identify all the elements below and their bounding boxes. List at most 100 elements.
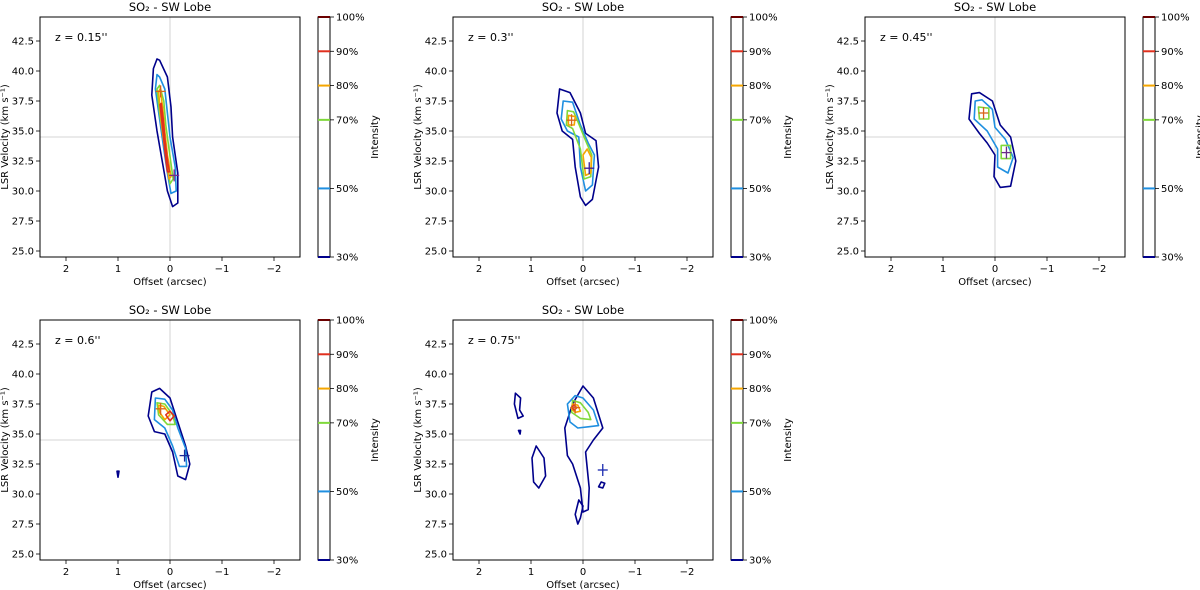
- contour-group: [968, 91, 1017, 189]
- subplot-3: 2 1 0 −1 −2 25.0 27.5 30.0 32.5 35.0 37.5 40.0 42.5 S…: [825, 0, 1200, 288]
- colorbar-frame: [730, 319, 744, 561]
- contour-30-1: [147, 387, 191, 481]
- chart-title: SO₂ - SW Lobe: [129, 303, 211, 317]
- subplot-1: 2 1 0 −1 −2 25.0 27.5 30.0 32.5 35.0 37.5 40.0 42.5 S…: [0, 0, 381, 288]
- x-axis-label: Offset (arcsec): [546, 580, 620, 590]
- colorbar-tick-label: 70%: [336, 418, 358, 429]
- y-axis-label: LSR Velocity (km s⁻¹): [825, 84, 836, 190]
- contour-30-2: [574, 499, 584, 525]
- colorbar-tick-label: 70%: [1161, 115, 1183, 126]
- y-tick-label: 27.5: [837, 217, 859, 228]
- colorbar-tick-label: 30%: [749, 253, 771, 264]
- y-tick-label: 30.0: [12, 490, 34, 501]
- y-tick-label: 37.5: [12, 97, 34, 108]
- colorbar-tick-label: 80%: [749, 384, 771, 395]
- colorbar-tick-label: 30%: [336, 253, 358, 264]
- y-tick-label: 25.0: [425, 550, 447, 561]
- x-tick-label: −1: [215, 567, 230, 578]
- colorbar: 30% 50% 70% 80% 90% 100% Intensity: [317, 316, 381, 567]
- y-tick-label: 30.0: [12, 187, 34, 198]
- contour-30-1: [556, 88, 600, 207]
- contour-30-1: [563, 385, 604, 513]
- y-tick-label: 37.5: [837, 97, 859, 108]
- y-tick-label: 32.5: [12, 460, 34, 471]
- colorbar-frame: [317, 16, 331, 258]
- contour-70-3: [565, 109, 593, 180]
- colorbar-tick-label: 90%: [749, 47, 771, 58]
- x-axis-label: Offset (arcsec): [546, 277, 620, 288]
- peak-marker-2: [179, 449, 190, 462]
- y-tick-label: 42.5: [12, 37, 34, 48]
- colorbar-tick-label: 90%: [336, 47, 358, 58]
- colorbar-label: Intensity: [370, 115, 381, 159]
- contour-50-7: [566, 394, 600, 429]
- contour-50-3: [153, 397, 188, 468]
- colorbar-frame: [730, 16, 744, 258]
- peak-marker-1: [155, 402, 166, 415]
- colorbar-tick-label: 100%: [1161, 13, 1190, 24]
- x-tick-label: −1: [215, 264, 230, 275]
- peak-marker-2: [584, 162, 595, 175]
- x-tick-label: 2: [888, 264, 894, 275]
- colorbar: 30% 50% 70% 80% 90% 100% Intensity: [317, 13, 381, 264]
- peak-marker-2: [169, 169, 180, 182]
- colorbar-tick-label: 30%: [1161, 253, 1183, 264]
- contour-30-4: [517, 429, 522, 435]
- colorbar-frame: [317, 319, 331, 561]
- colorbar-tick-label: 50%: [336, 184, 358, 195]
- contour-30-3: [513, 392, 525, 420]
- x-tick-label: 2: [476, 567, 482, 578]
- contour-30-6: [597, 481, 606, 489]
- z-annotation: z = 0.45'': [880, 31, 933, 44]
- contour-30-5: [531, 445, 547, 489]
- y-tick-label: 40.0: [12, 67, 34, 78]
- peak-marker-1: [978, 107, 989, 119]
- y-tick-label: 40.0: [425, 370, 447, 381]
- colorbar-tick-label: 50%: [336, 487, 358, 498]
- colorbar-tick-label: 90%: [749, 350, 771, 361]
- x-tick-label: −1: [628, 264, 643, 275]
- z-annotation: z = 0.75'': [468, 334, 521, 347]
- y-tick-label: 42.5: [425, 340, 447, 351]
- y-tick-label: 32.5: [425, 460, 447, 471]
- y-tick-label: 37.5: [12, 400, 34, 411]
- contour-70-4: [156, 401, 176, 426]
- y-axis-label: LSR Velocity (km s⁻¹): [413, 84, 424, 190]
- colorbar-tick-label: 100%: [336, 316, 365, 327]
- colorbar-tick-label: 90%: [336, 350, 358, 361]
- y-tick-label: 40.0: [837, 67, 859, 78]
- colorbar-tick-label: 80%: [336, 81, 358, 92]
- chart-title: SO₂ - SW Lobe: [542, 303, 624, 317]
- colorbar-tick-label: 30%: [336, 556, 358, 567]
- colorbar-label: Intensity: [370, 418, 381, 462]
- y-tick-label: 30.0: [837, 187, 859, 198]
- colorbar-tick-label: 30%: [749, 556, 771, 567]
- x-tick-label: −2: [267, 264, 282, 275]
- x-tick-label: 0: [167, 567, 173, 578]
- y-tick-label: 32.5: [12, 157, 34, 168]
- y-tick-label: 35.0: [12, 430, 34, 441]
- contour-30-2: [116, 470, 120, 479]
- y-tick-label: 37.5: [425, 97, 447, 108]
- contour-90-5: [159, 102, 171, 173]
- x-tick-label: 0: [167, 264, 173, 275]
- y-axis-label: LSR Velocity (km s⁻¹): [413, 387, 424, 493]
- contour-group: [151, 58, 179, 208]
- y-tick-label: 42.5: [12, 340, 34, 351]
- colorbar-tick-label: 80%: [749, 81, 771, 92]
- colorbar-tick-label: 70%: [336, 115, 358, 126]
- y-axis-label: LSR Velocity (km s⁻¹): [0, 387, 11, 493]
- peak-marker-1: [566, 114, 577, 127]
- x-tick-label: 1: [528, 264, 534, 275]
- y-tick-label: 27.5: [425, 217, 447, 228]
- x-axis-label: Offset (arcsec): [133, 580, 207, 590]
- colorbar-tick-label: 100%: [336, 13, 365, 24]
- x-tick-label: −1: [628, 567, 643, 578]
- colorbar-tick-label: 80%: [336, 384, 358, 395]
- chart-title: SO₂ - SW Lobe: [129, 0, 211, 14]
- colorbar-tick-label: 50%: [1161, 184, 1183, 195]
- z-annotation: z = 0.6'': [55, 334, 101, 347]
- y-tick-label: 42.5: [837, 37, 859, 48]
- x-axis-label: Offset (arcsec): [958, 277, 1032, 288]
- contour-70-3: [156, 84, 174, 185]
